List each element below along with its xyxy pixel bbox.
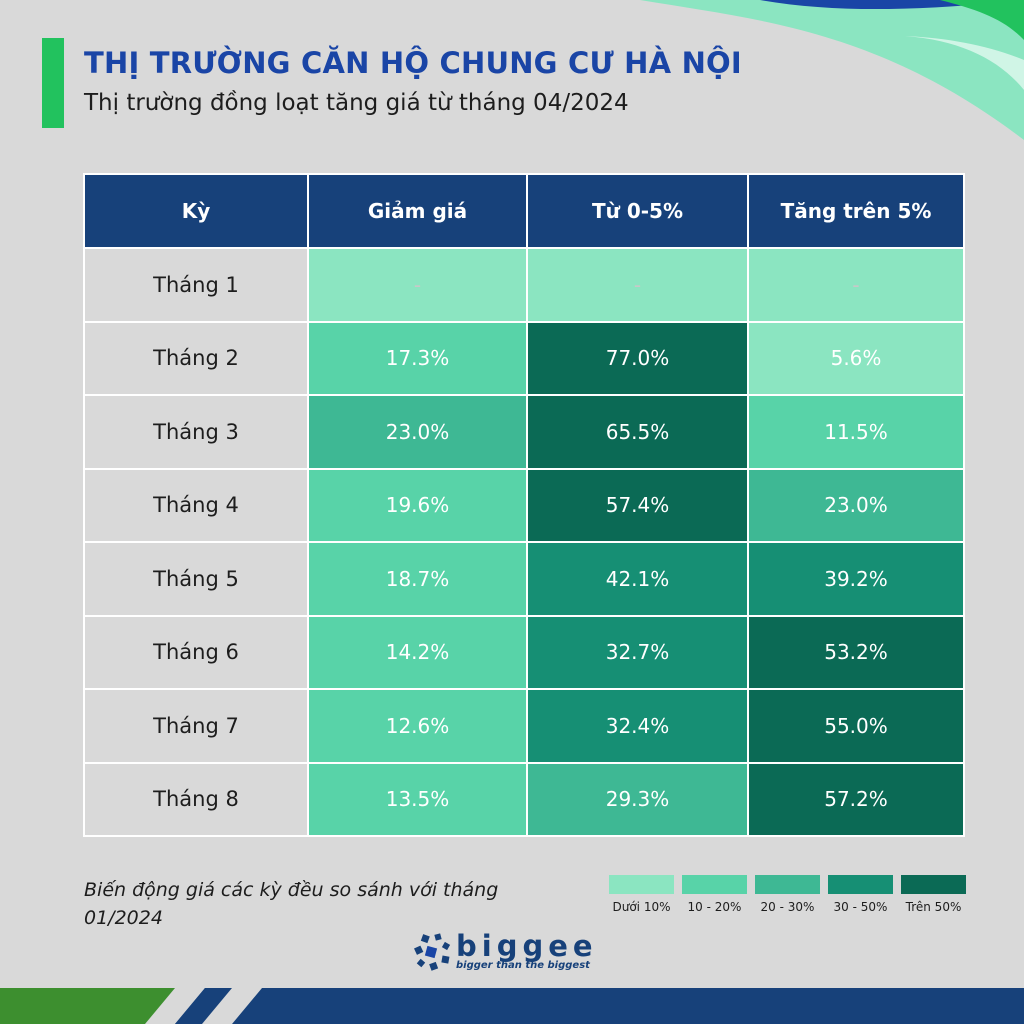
- decorative-stripes-bottom: [0, 988, 1024, 1024]
- value-cell-0-5: -: [526, 247, 749, 323]
- column-header-over-5: Tăng trên 5%: [747, 173, 965, 249]
- value-cell-0-5: 32.4%: [526, 688, 749, 764]
- period-cell: Tháng 1: [83, 247, 309, 323]
- legend-item: Dưới 10%: [609, 875, 674, 914]
- brand-tagline: bigger than the biggest: [456, 960, 590, 971]
- heatmap-table: Kỳ Giảm giá Từ 0-5% Tăng trên 5% Tháng 1…: [83, 173, 965, 837]
- value-cell-0-5: 29.3%: [526, 761, 749, 837]
- value-cell-over-5: 11.5%: [747, 394, 965, 470]
- brand-logo: biggee bigger than the biggest: [412, 930, 632, 974]
- value-cell-0-5: 65.5%: [526, 394, 749, 470]
- value-cell-decrease: 19.6%: [307, 467, 528, 543]
- value-cell-decrease: 18.7%: [307, 541, 528, 617]
- value-cell-0-5: 42.1%: [526, 541, 749, 617]
- column-header-period: Kỳ: [83, 173, 309, 249]
- value-cell-decrease: -: [307, 247, 528, 323]
- legend-item: 30 - 50%: [828, 875, 893, 914]
- legend-swatch: [901, 875, 966, 894]
- value-cell-over-5: 55.0%: [747, 688, 965, 764]
- period-cell: Tháng 8: [83, 761, 309, 837]
- title-accent-bar: [42, 38, 64, 128]
- table-row: Tháng 6 14.2% 32.7% 53.2%: [83, 614, 965, 690]
- column-header-decrease: Giảm giá: [307, 173, 528, 249]
- legend-label: 30 - 50%: [833, 900, 888, 914]
- value-cell-over-5: 39.2%: [747, 541, 965, 617]
- legend-label: Trên 50%: [905, 900, 962, 914]
- value-cell-over-5: -: [747, 247, 965, 323]
- value-cell-over-5: 53.2%: [747, 614, 965, 690]
- column-header-0-5: Từ 0-5%: [526, 173, 749, 249]
- table-row: Tháng 5 18.7% 42.1% 39.2%: [83, 541, 965, 617]
- legend-swatch: [609, 875, 674, 894]
- value-cell-decrease: 12.6%: [307, 688, 528, 764]
- period-cell: Tháng 7: [83, 688, 309, 764]
- period-cell: Tháng 5: [83, 541, 309, 617]
- table-row: Tháng 1---: [83, 247, 965, 323]
- footnote: Biến động giá các kỳ đều so sánh với thá…: [84, 879, 499, 929]
- value-cell-decrease: 17.3%: [307, 320, 528, 396]
- chart-title: THỊ TRƯỜNG CĂN HỘ CHUNG CƯ HÀ NỘI: [84, 46, 742, 80]
- value-cell-over-5: 23.0%: [747, 467, 965, 543]
- biggee-logo-icon: [414, 933, 451, 971]
- value-cell-decrease: 23.0%: [307, 394, 528, 470]
- color-legend: Dưới 10% 10 - 20% 20 - 30% 30 - 50% Trên 50%: [609, 875, 966, 914]
- table-row: Tháng 8 13.5% 29.3% 57.2%: [83, 761, 965, 837]
- table-row: Tháng 2 17.3% 77.0% 5.6%: [83, 320, 965, 396]
- legend-label: 20 - 30%: [760, 900, 815, 914]
- value-cell-decrease: 14.2%: [307, 614, 528, 690]
- period-cell: Tháng 3: [83, 394, 309, 470]
- legend-swatch: [828, 875, 893, 894]
- legend-item: Trên 50%: [901, 875, 966, 914]
- value-cell-0-5: 32.7%: [526, 614, 749, 690]
- legend-item: 10 - 20%: [682, 875, 747, 914]
- value-cell-decrease: 13.5%: [307, 761, 528, 837]
- period-cell: Tháng 4: [83, 467, 309, 543]
- legend-swatch: [755, 875, 820, 894]
- period-cell: Tháng 2: [83, 320, 309, 396]
- table-row: Tháng 7 12.6% 32.4% 55.0%: [83, 688, 965, 764]
- table-row: Tháng 4 19.6% 57.4% 23.0%: [83, 467, 965, 543]
- period-cell: Tháng 6: [83, 614, 309, 690]
- value-cell-over-5: 57.2%: [747, 761, 965, 837]
- table-header-row: Kỳ Giảm giá Từ 0-5% Tăng trên 5%: [83, 173, 965, 249]
- value-cell-0-5: 77.0%: [526, 320, 749, 396]
- brand-name: biggee: [456, 929, 598, 963]
- table-body: Tháng 1- - - Tháng 2 17.3% 77.0% 5.6% Tháng 3 23…: [83, 247, 965, 837]
- legend-swatch: [682, 875, 747, 894]
- table-row: Tháng 3 23.0% 65.5% 11.5%: [83, 394, 965, 470]
- value-cell-over-5: 5.6%: [747, 320, 965, 396]
- value-cell-0-5: 57.4%: [526, 467, 749, 543]
- legend-label: Dưới 10%: [612, 900, 671, 914]
- legend-item: 20 - 30%: [755, 875, 820, 914]
- chart-subtitle: Thị trường đồng loạt tăng giá từ tháng 0…: [84, 90, 629, 116]
- legend-label: 10 - 20%: [687, 900, 742, 914]
